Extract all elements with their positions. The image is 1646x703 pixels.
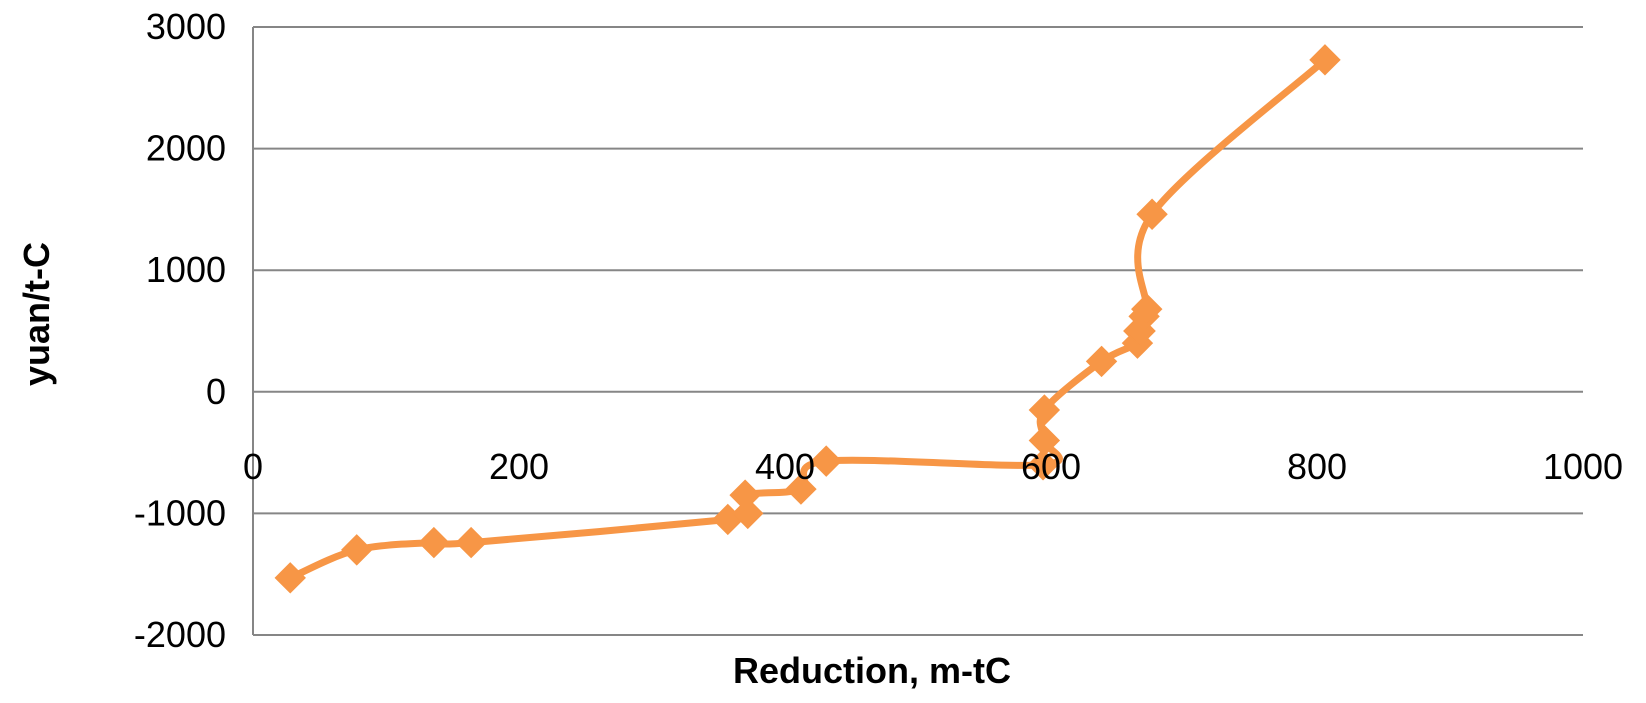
x-tick-label-5: 1000 [1543, 446, 1623, 487]
data-point-2 [419, 528, 449, 558]
y-tick-label-5: -2000 [134, 614, 226, 655]
y-tick-label-4: -1000 [134, 492, 226, 533]
y-tick-label-2: 1000 [146, 249, 226, 290]
x-tick-label-0: 0 [243, 446, 263, 487]
y-tick-labels: 3000 2000 1000 0 -1000 -2000 [134, 6, 226, 655]
x-tick-label-2: 400 [755, 446, 815, 487]
y-tick-label-3: 0 [206, 371, 226, 412]
y-tick-label-1: 2000 [146, 128, 226, 169]
y-tick-label-0: 3000 [146, 6, 226, 47]
x-tick-label-3: 600 [1021, 446, 1081, 487]
data-point-8 [811, 446, 841, 476]
y-axis-title: yuan/t-C [16, 242, 57, 386]
x-axis-title: Reduction, m-tC [733, 650, 1011, 691]
series-0-line [290, 60, 1325, 578]
data-point-0 [275, 563, 305, 593]
x-tick-label-4: 800 [1287, 446, 1347, 487]
x-tick-label-1: 200 [489, 446, 549, 487]
x-tick-labels: 0 200 400 600 800 1000 [243, 446, 1623, 487]
data-point-3 [456, 528, 486, 558]
data-point-1 [342, 535, 372, 565]
series-group [275, 45, 1340, 593]
